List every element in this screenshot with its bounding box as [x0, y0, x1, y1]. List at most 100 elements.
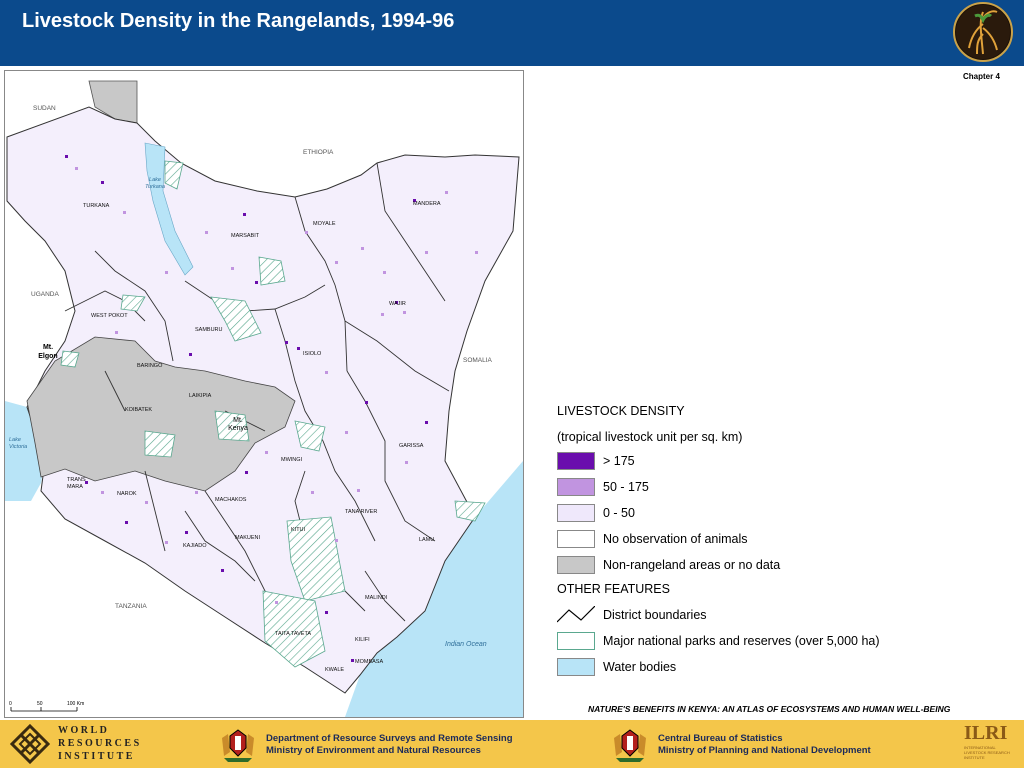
district-label-makueni: MAKUENI — [235, 535, 261, 541]
legend-label: District boundaries — [603, 608, 707, 622]
district-label-mombasa: MOMBASA — [355, 659, 384, 665]
district-label-tana-river: TANA RIVER — [345, 509, 378, 515]
density-low-swatch — [557, 504, 595, 522]
scale-tick-0: 0 — [9, 701, 12, 707]
district-label-turkana: TURKANA — [83, 203, 110, 209]
no-observation-swatch — [557, 530, 595, 548]
country-label-somalia: SOMALIA — [463, 357, 492, 364]
district-label-narok: NAROK — [117, 491, 137, 497]
legend-label: Water bodies — [603, 660, 677, 674]
dept-line-1: Department of Resource Surveys and Remot… — [266, 733, 513, 744]
district-label-marsabit: MARSABIT — [231, 233, 260, 239]
legend-item-density-high: > 175 — [557, 452, 997, 472]
mountain-label-kenya: Mt. Kenya — [228, 417, 248, 432]
lake-turkana — [144, 142, 194, 276]
map-canvas — [5, 80, 523, 717]
district-label-mandera: MANDERA — [413, 201, 441, 207]
legend-label: 50 - 175 — [603, 480, 649, 494]
legend-label: 0 - 50 — [603, 506, 635, 520]
title-bar: Livestock Density in the Rangelands, 199… — [0, 0, 1024, 66]
atlas-title: NATURE'S BENEFITS IN KENYA: AN ATLAS OF … — [588, 704, 951, 714]
district-label-wajir: WAJIR — [389, 301, 406, 307]
dept-line-2: Ministry of Environment and Natural Reso… — [266, 745, 481, 756]
country-label-ethiopia: ETHIOPIA — [303, 149, 334, 156]
scale-tick-50: 50 — [37, 701, 43, 707]
legend-item-density-medium: 50 - 175 — [557, 478, 997, 498]
legend-title: LIVESTOCK DENSITY — [557, 404, 685, 418]
district-label-garissa: GARISSA — [399, 443, 424, 449]
district-label-moyale: MOYALE — [313, 221, 336, 227]
ilri-line-2: LIVESTOCK RESEARCH — [964, 750, 1010, 755]
district-boundary-line-icon — [557, 606, 595, 623]
water-label-indian-ocean: Indian Ocean — [445, 641, 487, 648]
ilri-line-3: INSTITUTE — [964, 755, 985, 760]
legend-label: Major national parks and reserves (over … — [603, 634, 880, 648]
ilri-acronym: ILRI — [964, 722, 1008, 744]
wri-name: WORLD RESOURCES INSTITUTE — [58, 724, 142, 763]
page-title: Livestock Density in the Rangelands, 199… — [22, 10, 455, 32]
kenya-coat-of-arms-icon — [614, 729, 646, 762]
atlas-logo — [953, 2, 1013, 62]
density-high-swatch — [557, 452, 595, 470]
legend-item-no-observation: No observation of animals — [557, 530, 997, 550]
non-rangeland-swatch — [557, 556, 595, 574]
density-medium-swatch — [557, 478, 595, 496]
district-label-lamu: LAMU — [419, 537, 435, 543]
district-label-kajiado: KAJIADO — [183, 543, 207, 549]
legend-other-title: OTHER FEATURES — [557, 582, 670, 596]
legend-item-non-rangeland: Non-rangeland areas or no data — [557, 556, 997, 576]
country-label-uganda: UGANDA — [31, 291, 59, 298]
hatched-park-swatch-icon — [557, 632, 595, 650]
dept-resource-surveys: Department of Resource Surveys and Remot… — [266, 733, 513, 757]
wri-line-2: RESOURCES — [58, 738, 142, 749]
legend-label: No observation of animals — [603, 532, 748, 546]
legend-label: > 175 — [603, 454, 635, 468]
scale-bar — [10, 707, 78, 712]
district-label-taita-taveta: TAITA TAVETA — [275, 631, 312, 637]
legend-item-water-bodies: Water bodies — [557, 658, 997, 678]
wri-line-3: INSTITUTE — [58, 751, 135, 762]
district-label-samburu: SAMBURU — [195, 327, 223, 333]
plant-roots-icon — [956, 5, 1010, 59]
legend-item-national-parks: Major national parks and reserves (over … — [557, 632, 997, 652]
legend-item-district-boundaries: District boundaries — [557, 606, 997, 626]
dept-line-2: Ministry of Planning and National Develo… — [658, 745, 871, 756]
country-label-tanzania: TANZANIA — [115, 603, 147, 610]
water-label-lake-turkana: Lake Turkana — [145, 177, 165, 190]
water-swatch — [557, 658, 595, 676]
district-boundaries — [64, 162, 450, 622]
district-label-baringo: BARINGO — [137, 363, 163, 369]
mountain-label-elgon: Mt. Elgon — [38, 344, 58, 360]
density-dots-high — [65, 155, 428, 662]
district-label-machakos: MACHAKOS — [215, 497, 247, 503]
district-label-laikipia: LAIKIPIA — [189, 393, 212, 399]
district-label-mwingi: MWINGI — [281, 457, 303, 463]
kenya-coat-of-arms-icon — [222, 729, 254, 762]
district-label-malindi: MALINDI — [365, 595, 388, 601]
dept-line-1: Central Bureau of Statistics — [658, 733, 783, 744]
country-label-sudan: SUDAN — [33, 105, 56, 112]
district-label-trans-mara: TRANS MARA — [67, 477, 86, 490]
legend-label: Non-rangeland areas or no data — [603, 558, 781, 572]
district-label-koibatek: KOIBATEK — [125, 407, 153, 413]
district-label-isiolo: ISIOLO — [303, 351, 322, 357]
kenya-livestock-map: SUDAN ETHIOPIA SOMALIA UGANDA TANZANIA L… — [4, 70, 524, 718]
dept-central-bureau: Central Bureau of Statistics Ministry of… — [658, 733, 871, 757]
non-rangeland-west — [26, 336, 296, 492]
district-label-kitui: KITUI — [291, 527, 306, 533]
ilri-line-1: INTERNATIONAL — [964, 745, 996, 750]
footer-bar: WORLD RESOURCES INSTITUTE Department of … — [0, 720, 1024, 768]
water-label-lake-victoria: Lake Victoria — [9, 437, 28, 450]
district-label-kwale: KWALE — [325, 667, 345, 673]
scale-tick-100: 100 Km — [67, 701, 85, 707]
national-parks — [60, 160, 486, 668]
district-label-kilifi: KILIFI — [355, 637, 370, 643]
district-label-west-pokot: WEST POKOT — [91, 313, 128, 319]
ilri-logo: ILRI INTERNATIONAL LIVESTOCK RESEARCH IN… — [964, 723, 1014, 767]
wri-line-1: WORLD — [58, 725, 110, 736]
legend-item-density-low: 0 - 50 — [557, 504, 997, 524]
wri-knot-icon — [10, 724, 50, 764]
lake-victoria — [5, 401, 45, 501]
chapter-label: Chapter 4 — [963, 72, 1000, 81]
legend-subtitle: (tropical livestock unit per sq. km) — [557, 430, 743, 444]
